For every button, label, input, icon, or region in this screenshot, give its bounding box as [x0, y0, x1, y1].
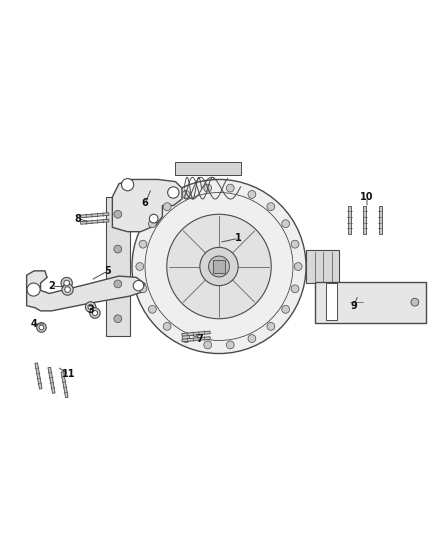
- Circle shape: [114, 211, 122, 218]
- Circle shape: [204, 341, 212, 349]
- Circle shape: [291, 240, 299, 248]
- Circle shape: [114, 245, 122, 253]
- Polygon shape: [27, 271, 145, 311]
- Polygon shape: [378, 206, 381, 234]
- Circle shape: [65, 287, 71, 293]
- Circle shape: [62, 284, 73, 295]
- Text: 2: 2: [48, 281, 55, 291]
- Text: 10: 10: [360, 192, 374, 202]
- Text: 5: 5: [105, 266, 111, 276]
- Circle shape: [167, 214, 271, 319]
- Text: 9: 9: [350, 301, 357, 311]
- Circle shape: [248, 335, 256, 343]
- Circle shape: [182, 335, 190, 343]
- Circle shape: [114, 315, 122, 322]
- Circle shape: [291, 285, 299, 293]
- Circle shape: [163, 322, 171, 330]
- Polygon shape: [363, 206, 366, 234]
- Circle shape: [411, 298, 419, 306]
- Polygon shape: [113, 180, 182, 232]
- Text: 4: 4: [31, 319, 37, 329]
- Circle shape: [114, 280, 122, 288]
- Polygon shape: [182, 337, 210, 342]
- Circle shape: [39, 325, 44, 330]
- Circle shape: [148, 220, 156, 228]
- Polygon shape: [176, 162, 241, 175]
- Circle shape: [294, 263, 302, 270]
- Circle shape: [208, 256, 230, 277]
- Circle shape: [90, 308, 100, 318]
- Circle shape: [133, 280, 144, 291]
- Circle shape: [267, 322, 275, 330]
- Text: 1: 1: [235, 233, 242, 243]
- Polygon shape: [182, 331, 210, 336]
- Circle shape: [92, 310, 98, 316]
- Polygon shape: [306, 250, 339, 283]
- Polygon shape: [61, 372, 68, 398]
- Polygon shape: [81, 213, 109, 218]
- Circle shape: [139, 240, 147, 248]
- Circle shape: [149, 214, 158, 223]
- Polygon shape: [213, 261, 225, 272]
- Circle shape: [64, 280, 70, 286]
- Circle shape: [226, 184, 234, 192]
- Circle shape: [182, 190, 190, 198]
- Circle shape: [248, 190, 256, 198]
- Circle shape: [163, 203, 171, 211]
- Circle shape: [136, 263, 144, 270]
- Polygon shape: [315, 282, 426, 323]
- Circle shape: [267, 203, 275, 211]
- Polygon shape: [48, 367, 55, 393]
- Circle shape: [282, 305, 290, 313]
- Polygon shape: [35, 363, 42, 389]
- Circle shape: [204, 184, 212, 192]
- Circle shape: [200, 247, 238, 286]
- Polygon shape: [325, 283, 336, 320]
- Text: 6: 6: [141, 198, 148, 208]
- Circle shape: [37, 322, 46, 332]
- Text: 11: 11: [62, 369, 76, 379]
- Circle shape: [132, 180, 306, 353]
- Circle shape: [85, 302, 96, 312]
- Text: 3: 3: [87, 305, 94, 315]
- Circle shape: [226, 341, 234, 349]
- Polygon shape: [348, 206, 351, 234]
- Circle shape: [139, 285, 147, 293]
- Text: 8: 8: [74, 214, 81, 224]
- Text: 7: 7: [196, 334, 203, 344]
- Circle shape: [282, 220, 290, 228]
- Circle shape: [61, 277, 72, 289]
- Polygon shape: [106, 197, 130, 336]
- Circle shape: [148, 305, 156, 313]
- Polygon shape: [81, 219, 109, 224]
- Circle shape: [168, 187, 179, 198]
- Circle shape: [121, 179, 134, 191]
- Circle shape: [88, 304, 93, 310]
- Circle shape: [27, 283, 40, 296]
